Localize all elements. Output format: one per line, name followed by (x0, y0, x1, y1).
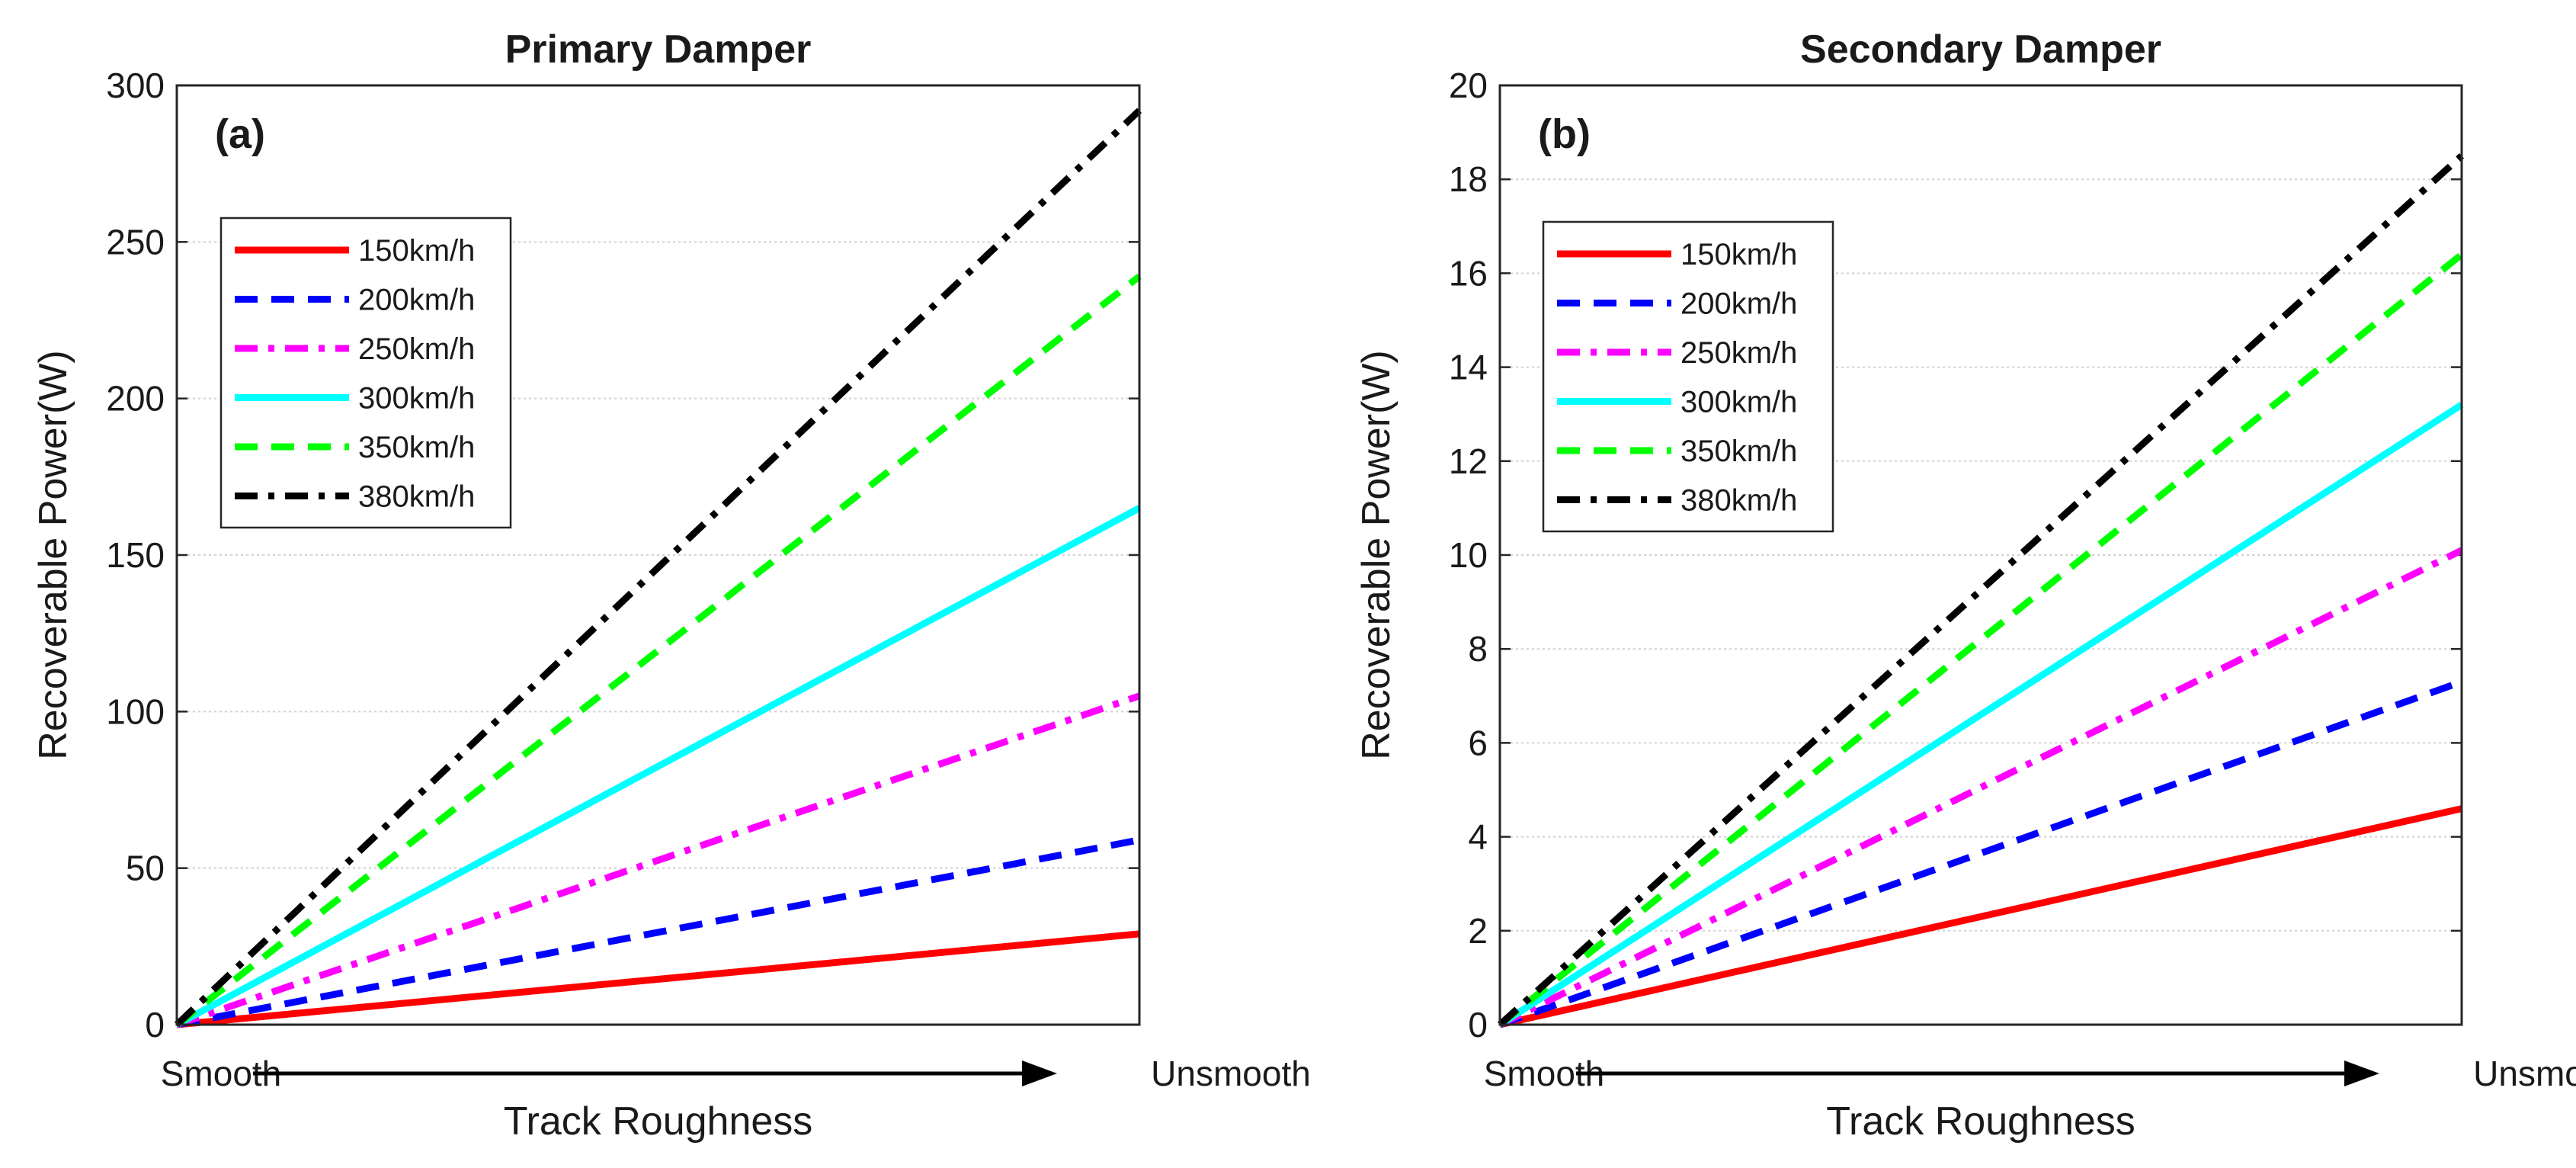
legend-entry-label: 200km/h (358, 284, 475, 317)
y-tick-label: 0 (1468, 1005, 1488, 1044)
y-tick-label: 8 (1468, 629, 1488, 669)
x-axis-arrow-head (2344, 1061, 2379, 1086)
series-line-250km-per-h (1498, 547, 2463, 1028)
panel-label: (b) (1538, 111, 1591, 157)
series-line-380km-per-h (1497, 153, 2465, 1028)
x-axis-label: Track Roughness (504, 1099, 813, 1144)
legend-entry-label: 250km/h (358, 332, 475, 366)
legend-entry-label: 350km/h (358, 431, 475, 464)
y-tick-label: 14 (1449, 348, 1488, 387)
legend-entry-label: 150km/h (358, 234, 475, 268)
legend-entry-label: 300km/h (1680, 386, 1797, 419)
series-line-200km-per-h (1498, 679, 2463, 1028)
series-line-250km-per-h (175, 692, 1141, 1028)
y-tick-label: 100 (106, 691, 165, 731)
y-tick-label: 2 (1468, 911, 1488, 951)
legend-entry-label: 200km/h (1680, 287, 1797, 321)
chart-panel-2: 0 2 4 6 8 10 12 14 16 18 20 Secondary Damper (b) Reco… (1354, 27, 2576, 1144)
legend: 150km/h 200km/h 250km/h 300km/h 350km/h 380km… (219, 217, 512, 529)
legend-entry-label: 250km/h (1680, 336, 1797, 370)
y-tick-label: 50 (126, 849, 165, 888)
y-tick-label: 200 (106, 379, 165, 419)
series-line-300km-per-h (1498, 402, 2464, 1028)
y-tick-label: 0 (145, 1005, 165, 1044)
x-axis-arrow-head (1022, 1061, 1057, 1086)
y-axis-label: Recoverable Power(W) (31, 350, 75, 760)
panel-label: (a) (215, 111, 265, 157)
legend-box (219, 217, 512, 529)
series-line-380km-per-h (174, 107, 1142, 1028)
series-line-150km-per-h (176, 930, 1140, 1028)
axes-frame (1498, 84, 2463, 1026)
legend-entry-label: 150km/h (1680, 238, 1797, 271)
y-tick-label: 300 (106, 66, 165, 105)
legend-entry-label: 350km/h (1680, 435, 1797, 468)
axes-frame (175, 84, 1141, 1026)
y-tick-label: 12 (1449, 441, 1488, 481)
series-line-350km-per-h (175, 273, 1142, 1028)
chart-panel-1: 0 50 100 150 200 250 300 Primary Damper (a) Recov… (31, 27, 1311, 1144)
y-axis-label: Recoverable Power(W) (1354, 350, 1399, 760)
chart-title: Secondary Damper (1800, 27, 2161, 72)
x-end-label: Unsmooth (1151, 1054, 1311, 1093)
legend-box (1542, 220, 1834, 533)
y-tick-label: 250 (106, 222, 165, 262)
x-axis-label: Track Roughness (1826, 1099, 2135, 1144)
legend-entry-label: 380km/h (358, 480, 475, 514)
legend: 150km/h 200km/h 250km/h 300km/h 350km/h 380km… (1542, 220, 1834, 533)
series-line-200km-per-h (176, 836, 1140, 1028)
y-tick-label: 18 (1449, 159, 1488, 199)
y-tick-label: 20 (1449, 66, 1488, 105)
y-tick-label: 10 (1449, 535, 1488, 575)
x-end-label: Unsmooth (2473, 1054, 2576, 1093)
series-line-300km-per-h (175, 505, 1142, 1028)
y-tick-label: 16 (1449, 253, 1488, 293)
chart-title: Primary Damper (505, 27, 812, 72)
y-tick-label: 6 (1468, 723, 1488, 762)
y-tick-label: 4 (1468, 817, 1488, 857)
series-line-350km-per-h (1498, 252, 2464, 1028)
series-line-150km-per-h (1499, 805, 2462, 1028)
y-tick-label: 150 (106, 535, 165, 575)
legend-entry-label: 300km/h (358, 382, 475, 416)
legend-entry-label: 380km/h (1680, 484, 1797, 518)
